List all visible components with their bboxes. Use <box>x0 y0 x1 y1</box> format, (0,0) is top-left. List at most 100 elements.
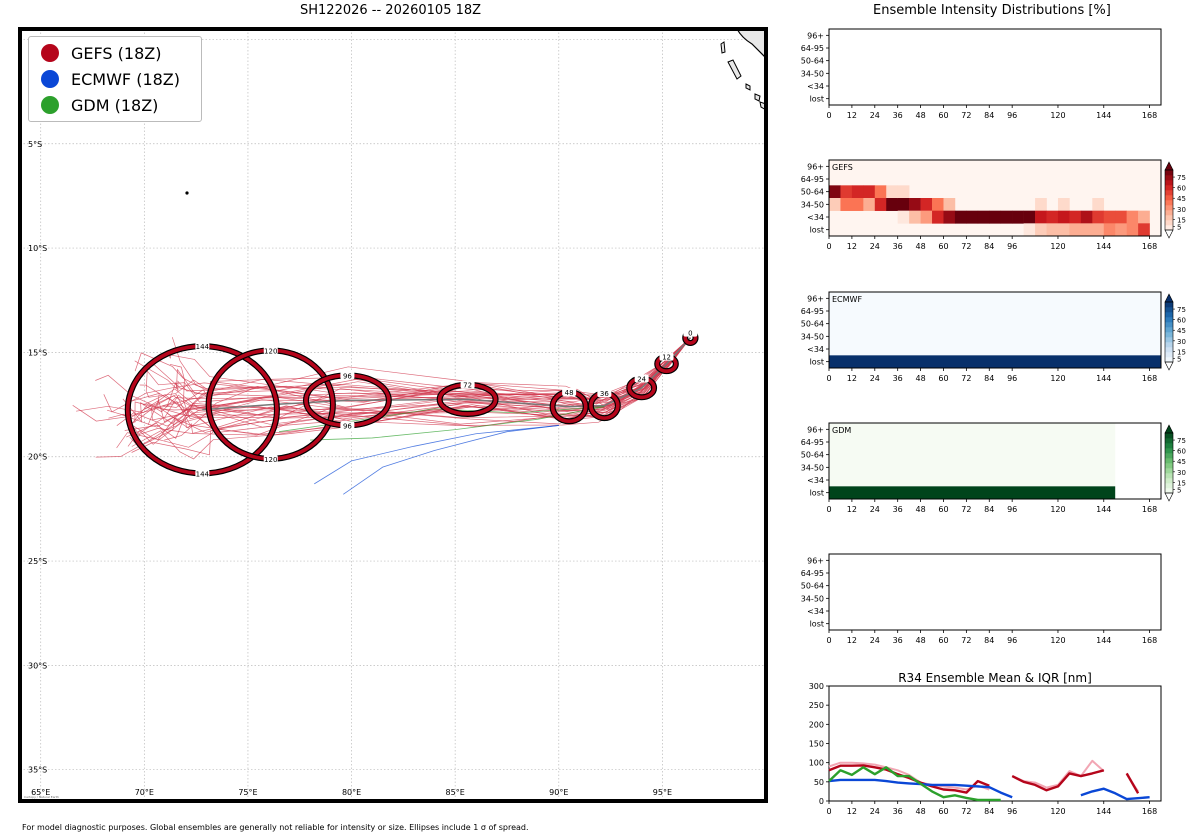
x-tick-label: 24 <box>870 374 880 383</box>
hour-label-bg <box>659 352 674 361</box>
colorbar-tick-label: 5 <box>1177 223 1181 231</box>
gdm-track <box>310 406 605 441</box>
r34-x-tick-label: 24 <box>870 807 880 816</box>
colorbar-tick-label: 60 <box>1177 448 1186 456</box>
x-tick-label: 72 <box>961 505 971 514</box>
y-tick-label: lost <box>810 489 824 498</box>
heatmap-cell <box>1115 210 1127 224</box>
x-tick-label: 0 <box>826 111 831 120</box>
spread-ellipse-144: 144 144 <box>124 342 280 478</box>
hour-label-bg <box>263 454 278 463</box>
colorbar-segment <box>1165 468 1173 474</box>
heatmap-cell <box>897 198 910 211</box>
x-tick-label: 0 <box>826 505 831 514</box>
heatmap-cell <box>874 185 887 199</box>
heatmap-cell <box>920 198 933 211</box>
y-tick-label: 34-50 <box>801 200 824 209</box>
heatmap-lost-row <box>829 486 1116 499</box>
hour-label-bg <box>683 328 698 337</box>
colorbar-extend-min <box>1164 361 1174 371</box>
x-tick-label: 120 <box>1050 636 1065 645</box>
y-tick-label: <34 <box>807 476 824 485</box>
colorbar-frame <box>1164 169 1174 231</box>
x-tick-label: 84 <box>984 111 994 120</box>
x-tick-label: 168 <box>1142 111 1157 120</box>
hour-label-bg <box>263 346 278 355</box>
colorbar-segment <box>1165 205 1173 211</box>
colorbar-segment <box>1165 317 1173 323</box>
hour-label: 96 <box>343 422 352 430</box>
r34-title: R34 Ensemble Mean & IQR [nm] <box>898 671 1092 685</box>
spread-ellipse-120: 120 120 <box>205 346 336 464</box>
panel-model-label: ECMWF <box>832 295 862 304</box>
colorbar-tick-label: 30 <box>1177 338 1186 346</box>
r34-series-gefs-mean <box>1011 769 1105 792</box>
hour-label: 72 <box>463 382 472 390</box>
lat-tick-label: 30°S <box>28 661 47 670</box>
ecmwf-track <box>343 425 559 495</box>
y-tick-label: 34-50 <box>801 69 824 78</box>
panel-frame <box>828 422 1162 500</box>
lon-tick-label: 70°E <box>135 788 154 797</box>
heatmap-cell <box>840 198 853 211</box>
colorbar-tick-label: 45 <box>1177 458 1186 466</box>
x-tick-label: 36 <box>893 636 903 645</box>
colorbar-segment <box>1165 322 1173 328</box>
colorbar-tick-label: 75 <box>1177 306 1186 314</box>
colorbar-segment <box>1165 225 1173 231</box>
colorbar-segment <box>1165 195 1173 201</box>
lat-tick-label: 25°S <box>28 557 47 566</box>
hour-label-bg <box>460 380 475 389</box>
y-tick-label: 96+ <box>807 294 824 303</box>
gefs-member-track <box>145 337 691 407</box>
heatmap-cell <box>1035 223 1047 237</box>
legend-label-gefs: GEFS (18Z) <box>71 43 162 63</box>
x-tick-label: 12 <box>847 242 857 251</box>
r34-y-tick-label: 200 <box>809 720 824 729</box>
heatmap-cell <box>897 210 910 224</box>
x-tick-label: 144 <box>1096 505 1111 514</box>
heatmap-cell <box>1046 210 1059 224</box>
x-tick-label: 144 <box>1096 636 1111 645</box>
x-tick-label: 168 <box>1142 374 1157 383</box>
heatmap-lost-row <box>829 355 1161 368</box>
colorbar-extend-min <box>1164 492 1174 502</box>
heatmap-cell <box>851 198 864 211</box>
x-tick-label: 12 <box>847 374 857 383</box>
colorbar-segment <box>1165 175 1173 181</box>
colorbar-extend-max <box>1164 161 1174 171</box>
x-tick-label: 48 <box>915 374 925 383</box>
x-tick-label: 84 <box>984 374 994 383</box>
map-frame <box>18 27 768 803</box>
gefs-member-track <box>107 337 691 419</box>
colorbar-segment <box>1165 443 1173 449</box>
y-tick-label: <34 <box>807 82 824 91</box>
r34-x-tick-label: 168 <box>1142 807 1157 816</box>
heatmap-cell <box>1115 223 1127 237</box>
panel-frame <box>828 28 1162 106</box>
colorbar-segment <box>1165 220 1173 226</box>
heatmap-cell <box>1080 223 1093 237</box>
colorbar-tick-label: 45 <box>1177 327 1186 335</box>
map-legend: GEFS (18Z) ECMWF (18Z) GDM (18Z) <box>28 36 202 122</box>
x-tick-label: 144 <box>1096 374 1111 383</box>
x-tick-label: 84 <box>984 636 994 645</box>
x-tick-label: 0 <box>826 242 831 251</box>
x-tick-label: 72 <box>961 636 971 645</box>
heatmap-cell <box>1023 210 1036 224</box>
lat-tick-label: 10°S <box>28 244 47 253</box>
y-tick-label: 64-95 <box>801 569 824 578</box>
x-tick-label: 144 <box>1096 242 1111 251</box>
heatmap-cell <box>1126 210 1139 224</box>
heatmap-cell <box>1138 223 1150 237</box>
lon-tick-label: 85°E <box>446 788 465 797</box>
r34-x-tick-label: 96 <box>1007 807 1017 816</box>
x-tick-label: 12 <box>847 636 857 645</box>
r34-y-tick-label: 300 <box>809 682 824 691</box>
lon-tick-label: 90°E <box>549 788 568 797</box>
y-tick-label: <34 <box>807 607 824 616</box>
gefs-member-track <box>134 337 691 412</box>
